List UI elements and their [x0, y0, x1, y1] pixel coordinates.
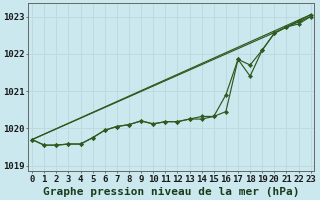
X-axis label: Graphe pression niveau de la mer (hPa): Graphe pression niveau de la mer (hPa) [43, 186, 300, 197]
